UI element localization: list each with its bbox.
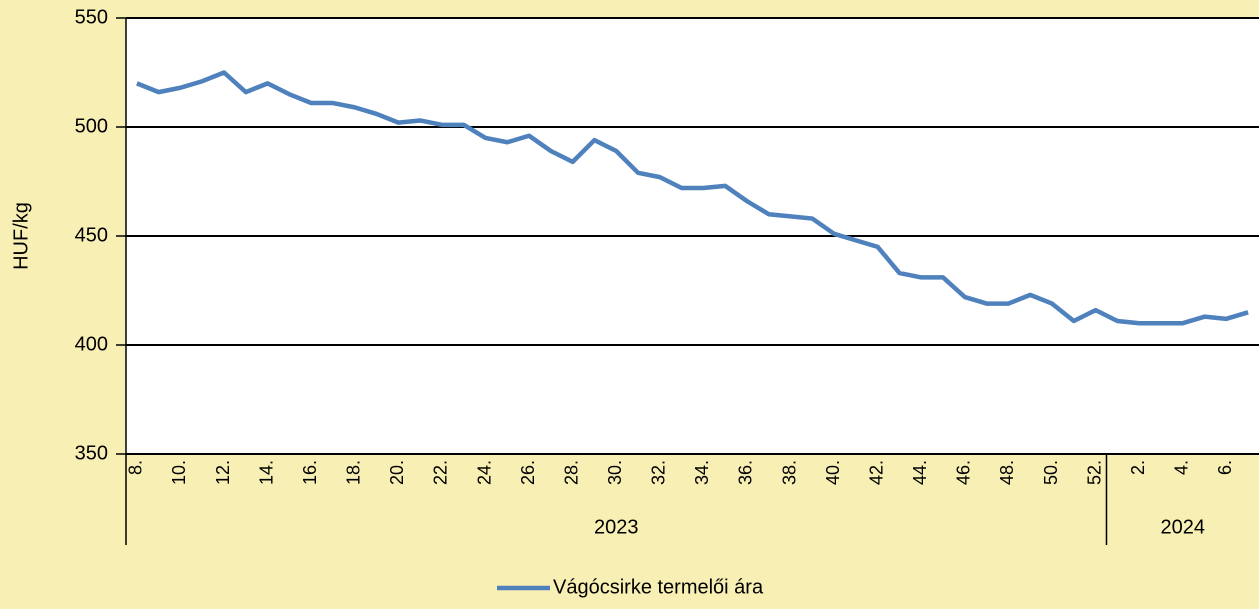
x-tick-label: 46. <box>954 460 974 485</box>
y-tick-label: 400 <box>75 333 108 355</box>
y-tick-label: 450 <box>75 224 108 246</box>
x-tick-label: 16. <box>300 460 320 485</box>
data-line <box>136 70 1249 326</box>
x-group-label: 2023 <box>594 516 639 538</box>
x-tick-label: 20. <box>387 460 407 485</box>
x-tick-label: 8. <box>126 460 146 475</box>
y-tick-label: 550 <box>75 6 108 28</box>
x-tick-label: 6. <box>1215 460 1235 475</box>
x-tick-label: 40. <box>823 460 843 485</box>
x-tick-label: 50. <box>1041 460 1061 485</box>
x-tick-label: 36. <box>736 460 756 485</box>
x-group-label: 2024 <box>1160 516 1205 538</box>
x-tick-label: 48. <box>997 460 1017 485</box>
y-tick-label: 350 <box>75 442 108 464</box>
x-tick-label: 34. <box>692 460 712 485</box>
y-axis-label: HUF/kg <box>10 202 32 270</box>
x-tick-label: 28. <box>561 460 581 485</box>
legend-label: Vágócsirke termelői ára <box>553 576 764 598</box>
x-tick-label: 18. <box>344 460 364 485</box>
x-tick-label: 12. <box>213 460 233 485</box>
x-tick-label: 14. <box>256 460 276 485</box>
x-tick-label: 10. <box>169 460 189 485</box>
x-tick-label: 30. <box>605 460 625 485</box>
x-tick-label: 4. <box>1171 460 1191 475</box>
x-tick-label: 38. <box>779 460 799 485</box>
x-tick-label: 42. <box>866 460 886 485</box>
x-tick-label: 24. <box>474 460 494 485</box>
x-tick-label: 32. <box>649 460 669 485</box>
x-tick-label: 2. <box>1128 460 1148 475</box>
x-tick-label: 44. <box>910 460 930 485</box>
x-tick-label: 52. <box>1084 460 1104 485</box>
x-tick-label: 26. <box>518 460 538 485</box>
x-tick-label: 22. <box>431 460 451 485</box>
y-tick-label: 500 <box>75 115 108 137</box>
